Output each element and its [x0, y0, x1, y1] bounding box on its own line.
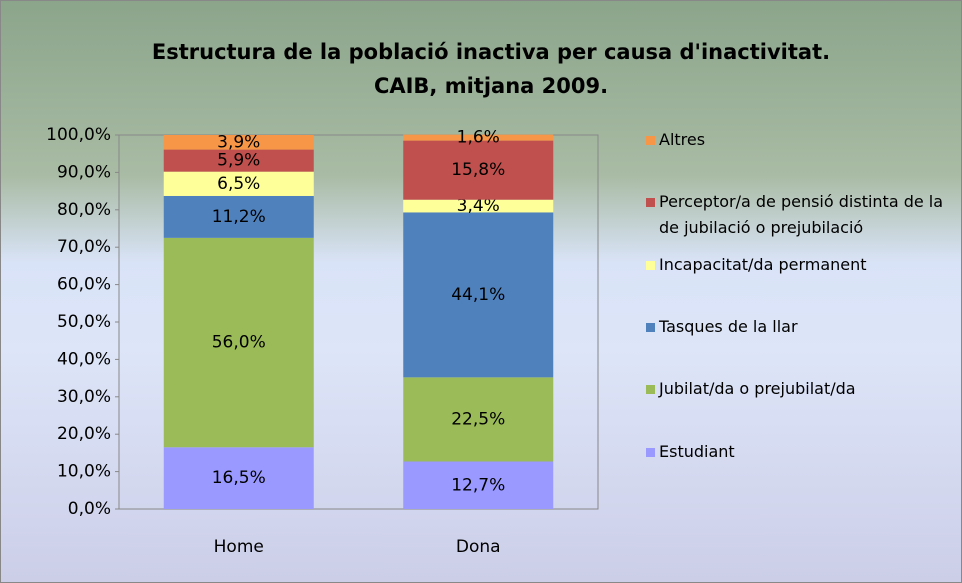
y-tick-label: 70,0%: [57, 237, 111, 257]
y-tick-label: 90,0%: [57, 162, 111, 182]
bar-segment: [403, 140, 554, 200]
y-tick-label: 80,0%: [57, 200, 111, 220]
legend-label: Estudiant: [659, 441, 735, 461]
legend-label: Incapacitat/da permanent: [659, 254, 867, 274]
y-tick-label: 100,0%: [46, 125, 111, 145]
y-tick-label: 60,0%: [57, 275, 111, 295]
data-label: 22,5%: [451, 409, 505, 429]
legend-label: Perceptor/a de pensió distinta de la de …: [659, 192, 944, 238]
bar-segment: [403, 377, 554, 462]
data-label: 6,5%: [217, 174, 260, 194]
bar-segment: [163, 447, 314, 509]
data-label: 44,1%: [451, 285, 505, 305]
legend-marker: [646, 385, 655, 395]
data-label: 16,5%: [212, 468, 266, 488]
chart-title: CAIB, mitjana 2009.: [374, 74, 608, 98]
chart-title: Estructura de la població inactiva per c…: [152, 40, 830, 64]
data-label: 3,9%: [217, 132, 260, 152]
y-tick-label: 10,0%: [57, 462, 111, 482]
y-tick-label: 0,0%: [68, 499, 111, 519]
bar-segment: [403, 199, 554, 213]
data-label: 5,9%: [217, 151, 260, 171]
legend-label: Jubilat/da o prejubilat/da: [659, 379, 856, 399]
y-tick-label: 40,0%: [57, 349, 111, 369]
data-label: 11,2%: [212, 207, 266, 227]
bar-segment: [403, 212, 554, 378]
bar-segment: [163, 135, 314, 150]
bar-segment: [163, 171, 314, 196]
x-tick-label: Dona: [456, 537, 501, 557]
y-tick-label: 30,0%: [57, 387, 111, 407]
legend-marker: [646, 136, 655, 145]
legend-marker: [646, 323, 655, 332]
legend-marker: [646, 198, 655, 208]
bar-segment: [163, 149, 314, 172]
y-tick-label: 20,0%: [57, 424, 111, 444]
bar-segment: [403, 134, 554, 141]
x-tick-label: Home: [214, 537, 264, 557]
legend-label: Tasques de la llar: [659, 317, 798, 336]
legend-label: Altres: [659, 130, 706, 149]
data-label: 1,6%: [457, 128, 500, 148]
data-label: 12,7%: [451, 475, 505, 495]
bar-segment: [163, 237, 314, 448]
legend-marker: [646, 260, 655, 270]
bar-segment: [403, 461, 554, 509]
data-label: 15,8%: [451, 160, 505, 180]
legend-marker: [646, 447, 655, 457]
data-label: 56,0%: [212, 333, 266, 353]
y-tick-label: 50,0%: [57, 312, 111, 332]
bar-segment: [163, 195, 314, 238]
data-label: 3,4%: [457, 196, 500, 216]
